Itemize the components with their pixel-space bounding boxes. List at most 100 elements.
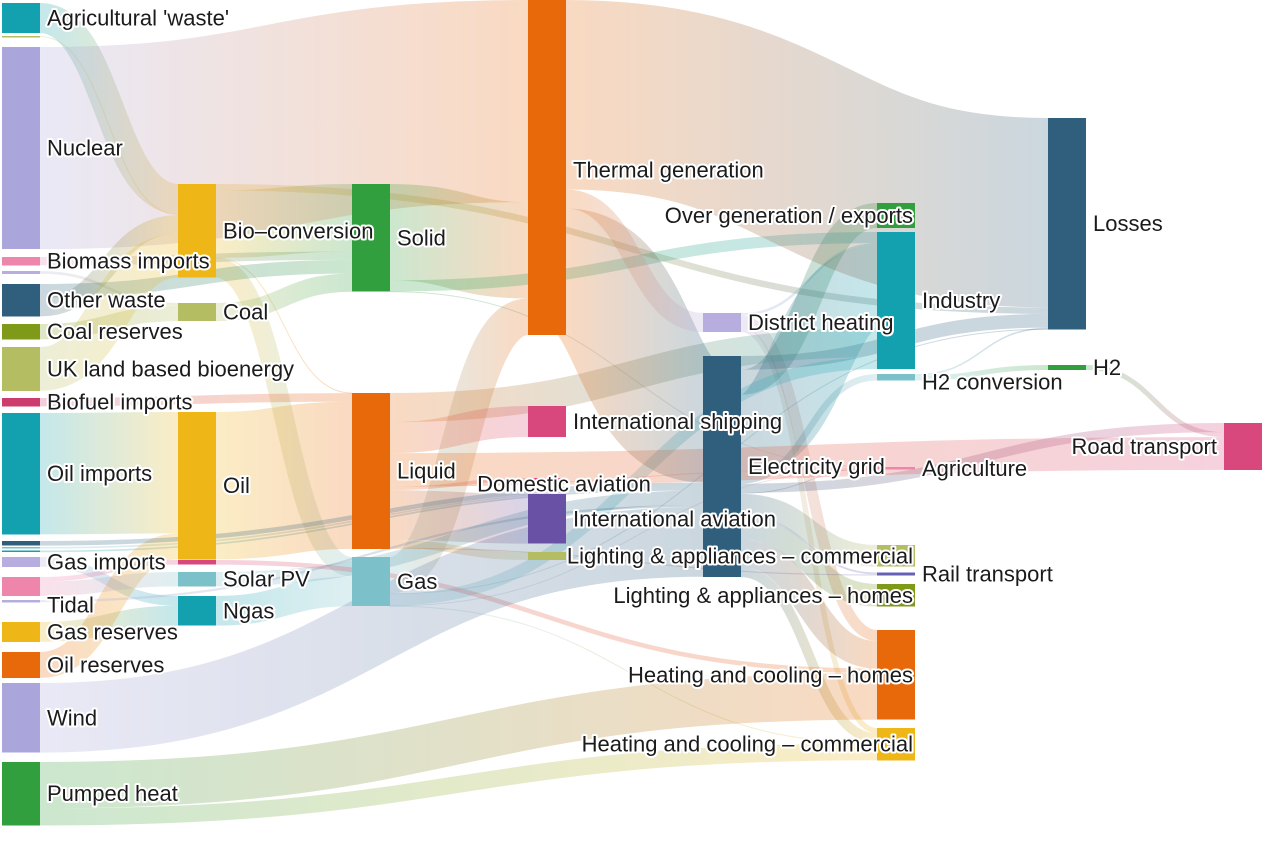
node-electricity-grid[interactable] [703,356,741,578]
flow-h2-conversion-to-h2 [914,365,1049,381]
node-thermal-generation[interactable] [528,0,566,336]
flow-electricity-grid-to-heating-and-cooling-homes [739,539,879,669]
node-international-aviation[interactable] [528,494,566,544]
flow-solar-to-solar-pv [39,571,179,597]
node-label-road-transport: Road transport [1071,434,1217,459]
flow-solar-to-solar-thermal [39,559,179,582]
node-gas-imports[interactable] [2,557,40,567]
flow-solar-pv-to-electricity-grid [215,490,704,587]
node-nuclear[interactable] [2,47,40,250]
node-wave[interactable] [2,541,40,546]
node-lighting-appliances-commercial[interactable] [877,545,915,567]
node-heating-and-cooling-commercial[interactable] [877,728,915,761]
flow-oil-imports-to-oil [39,412,179,535]
node-label-coal-reserves: Coal reserves [47,319,183,344]
flow-gas-to-thermal-generation [386,298,532,594]
node-solar-thermal[interactable] [178,560,216,565]
node-label-electricity-grid: Electricity grid [748,454,885,479]
node-label-industry: Industry [922,288,1000,313]
flow-thermal-generation-to-electricity-grid [550,208,719,483]
node-district-heating[interactable] [703,313,741,333]
node-label-heating-and-cooling-homes: Heating and cooling – homes [628,662,913,687]
node-label-uk-land-based-bioenergy: UK land based bioenergy [47,356,294,381]
node-label-gas-reserves: Gas reserves [47,619,178,644]
node-h2[interactable] [1048,365,1086,371]
node-h2-conversion[interactable] [877,374,915,381]
flow-thermal-generation-to-losses [564,0,1050,308]
flow-tidal-to-electricity-grid [39,504,704,603]
node-label-pumped-heat: Pumped heat [47,781,178,806]
node-label-agricultural-waste: Agricultural 'waste' [47,6,229,31]
flow-solar-thermal-to-heating-and-cooling-homes [215,559,878,674]
flow-biofuel-imports-to-liquid [39,393,353,407]
node-domestic-aviation[interactable] [528,478,566,482]
node-liquid[interactable] [352,393,390,549]
node-label-heating-and-cooling-commercial: Heating and cooling – commercial [582,732,913,757]
node-bio-conversion[interactable] [178,184,216,278]
node-losses[interactable] [1048,118,1086,330]
node-biomass-imports[interactable] [2,257,40,266]
node-label-biofuel-imports: Biofuel imports [47,390,193,415]
node-marine-algae[interactable] [2,36,40,38]
node-solid[interactable] [352,184,390,292]
node-label-agriculture: Agriculture [922,456,1027,481]
node-other-waste[interactable] [2,284,40,317]
node-ngas[interactable] [178,596,216,626]
node-international-shipping[interactable] [528,406,566,437]
node-heating-and-cooling-homes[interactable] [877,630,915,720]
node-hydro[interactable] [2,547,40,549]
node-national-navigation[interactable] [528,552,566,560]
node-label-oil-imports: Oil imports [47,461,152,486]
node-pumped-heat[interactable] [2,762,40,826]
node-wind[interactable] [2,683,40,753]
flow-thermal-generation-to-district-heating [565,189,704,333]
flow-uk-land-based-bioenergy-to-bio-conversion [37,233,181,391]
node-solar-pv[interactable] [178,572,216,587]
flow-other-waste-to-bio-conversion [39,215,179,317]
node-coal-imports[interactable] [2,271,40,274]
node-label-h2-conversion: H2 conversion [922,370,1063,395]
node-label-bio-conversion: Bio–conversion [223,218,373,243]
node-label-over-generation-exports: Over generation / exports [665,203,913,228]
flow-oil-reserves-to-oil [38,533,180,678]
node-label-biomass-imports: Biomass imports [47,249,210,274]
flow-bio-conversion-to-liquid [215,257,353,394]
node-geothermal[interactable] [2,550,40,553]
flow-nuclear-to-thermal-generation [39,0,529,250]
node-industry[interactable] [877,232,915,369]
node-oil[interactable] [178,412,216,560]
node-agriculture[interactable] [877,467,915,470]
node-coal-reserves[interactable] [2,324,40,340]
node-solar[interactable] [2,577,40,597]
node-gas[interactable] [352,557,390,607]
node-rail-transport[interactable] [877,572,915,576]
node-label-liquid: Liquid [397,458,456,483]
node-oil-reserves[interactable] [2,652,40,678]
flow-liquid-to-agriculture [389,468,878,487]
node-label-solid: Solid [397,225,446,250]
node-label-rail-transport: Rail transport [922,561,1053,586]
node-tidal[interactable] [2,600,40,603]
node-label-thermal-generation: Thermal generation [573,158,764,183]
flow-electricity-grid-to-lighting-appliances-homes [740,517,878,607]
node-label-international-shipping: International shipping [573,409,782,434]
flow-coal-to-solid [215,273,353,322]
node-label-gas: Gas [397,569,437,594]
node-coal[interactable] [178,303,216,322]
node-label-domestic-aviation: Domestic aviation [477,472,651,497]
node-label-international-aviation: International aviation [573,506,776,531]
node-gas-reserves[interactable] [2,622,40,642]
node-label-ngas: Ngas [223,598,274,623]
node-label-gas-imports: Gas imports [47,549,166,574]
node-road-transport[interactable] [1224,423,1262,470]
node-uk-land-based-bioenergy[interactable] [2,347,40,391]
flow-pumped-heat-to-heating-and-cooling-commercial [39,743,878,826]
node-agricultural-waste[interactable] [2,3,40,34]
node-oil-imports[interactable] [2,413,40,535]
node-biofuel-imports[interactable] [2,398,40,407]
node-over-generation-exports[interactable] [877,203,915,229]
node-label-lighting-appliances-homes: Lighting & appliances – homes [613,583,913,608]
node-lighting-appliances-homes[interactable] [877,584,915,607]
node-label-other-waste: Other waste [47,288,166,313]
